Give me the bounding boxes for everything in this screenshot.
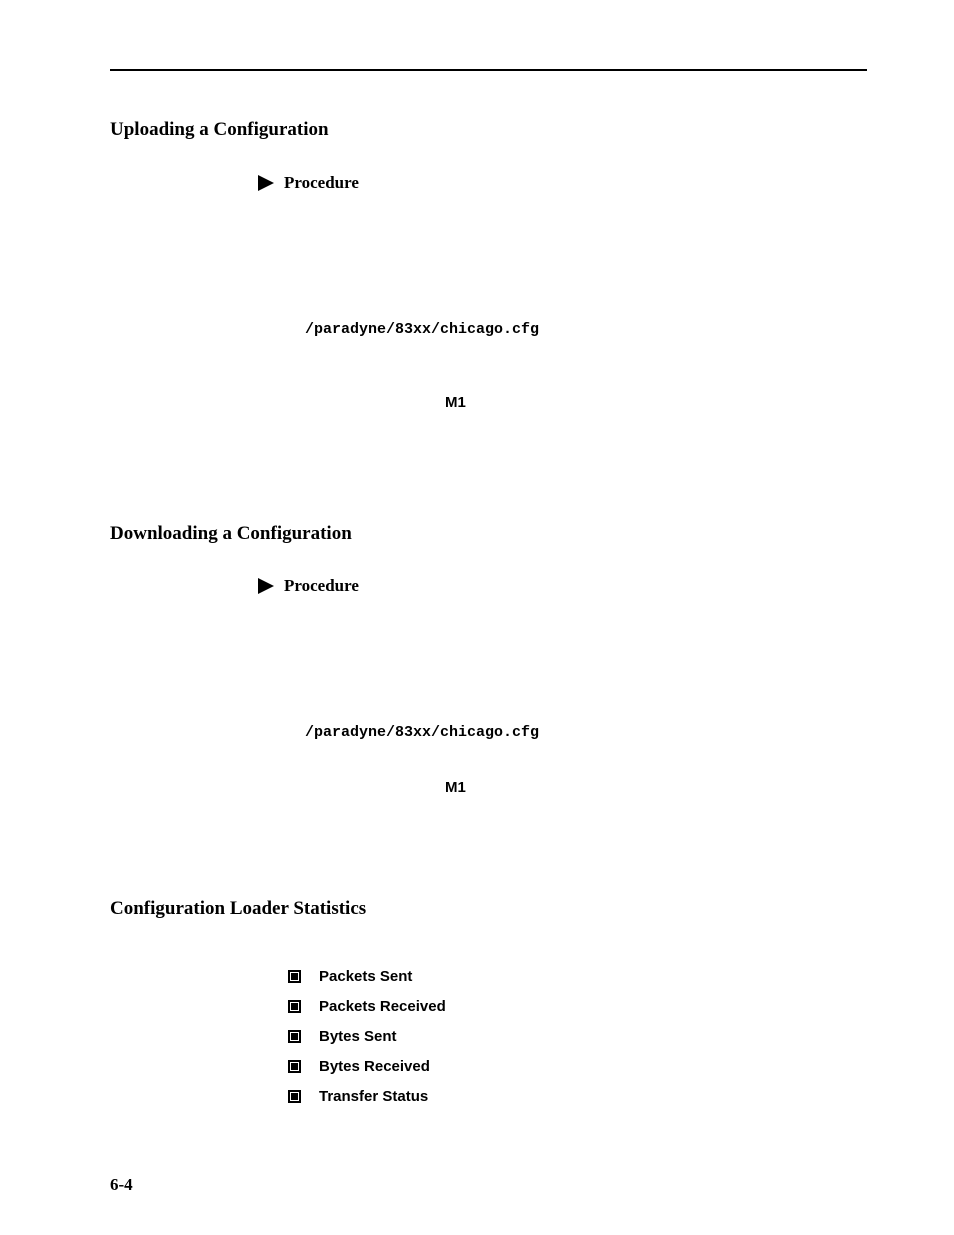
right-triangle-icon — [258, 578, 274, 594]
square-bullet-icon — [288, 1000, 301, 1013]
upload-filepath-text: /paradyne/83xx/chicago.cfg — [305, 321, 539, 338]
bullet-label: Bytes Received — [319, 1058, 430, 1075]
download-filepath: /paradyne/83xx/chicago.cfg — [278, 723, 867, 741]
uploading-title: Uploading a Configuration — [110, 119, 867, 141]
download-filepath-text: /paradyne/83xx/chicago.cfg — [305, 724, 539, 741]
bullet-item: Transfer Status — [288, 1088, 867, 1105]
bullet-label: Transfer Status — [319, 1088, 428, 1105]
page-number: 6-4 — [110, 1175, 133, 1195]
section-uploading: Uploading a Configuration — [110, 119, 867, 141]
bullet-label: Packets Sent — [319, 968, 412, 985]
upload-step3-m1: M1 — [278, 394, 867, 412]
upload-filepath: /paradyne/83xx/chicago.cfg — [278, 320, 867, 338]
section-stats: Configuration Loader Statistics — [110, 898, 867, 920]
header-rule — [110, 69, 867, 71]
upload-procedure-label: Procedure — [284, 173, 359, 193]
download-procedure-row: Procedure — [258, 576, 867, 596]
upload-m1-bold: M1 — [445, 394, 466, 411]
square-bullet-icon — [288, 1060, 301, 1073]
download-m1-bold: M1 — [445, 779, 466, 796]
bullet-item: Packets Sent — [288, 968, 867, 985]
download-step3-m1: M1 — [278, 779, 867, 797]
bullet-item: Packets Received — [288, 998, 867, 1015]
square-bullet-icon — [288, 1030, 301, 1043]
bullet-item: Bytes Received — [288, 1058, 867, 1075]
stats-bullets: Packets Sent Packets Received Bytes Sent… — [288, 968, 867, 1105]
upload-procedure-row: Procedure — [258, 173, 867, 193]
bullet-item: Bytes Sent — [288, 1028, 867, 1045]
page: Uploading a Configuration Procedure /par… — [0, 0, 954, 1235]
bullet-label: Packets Received — [319, 998, 446, 1015]
section-downloading: Downloading a Configuration — [110, 523, 867, 545]
bullet-label: Bytes Sent — [319, 1028, 397, 1045]
stats-title: Configuration Loader Statistics — [110, 898, 867, 920]
download-procedure-label: Procedure — [284, 576, 359, 596]
square-bullet-icon — [288, 970, 301, 983]
square-bullet-icon — [288, 1090, 301, 1103]
right-triangle-icon — [258, 175, 274, 191]
downloading-title: Downloading a Configuration — [110, 523, 867, 545]
